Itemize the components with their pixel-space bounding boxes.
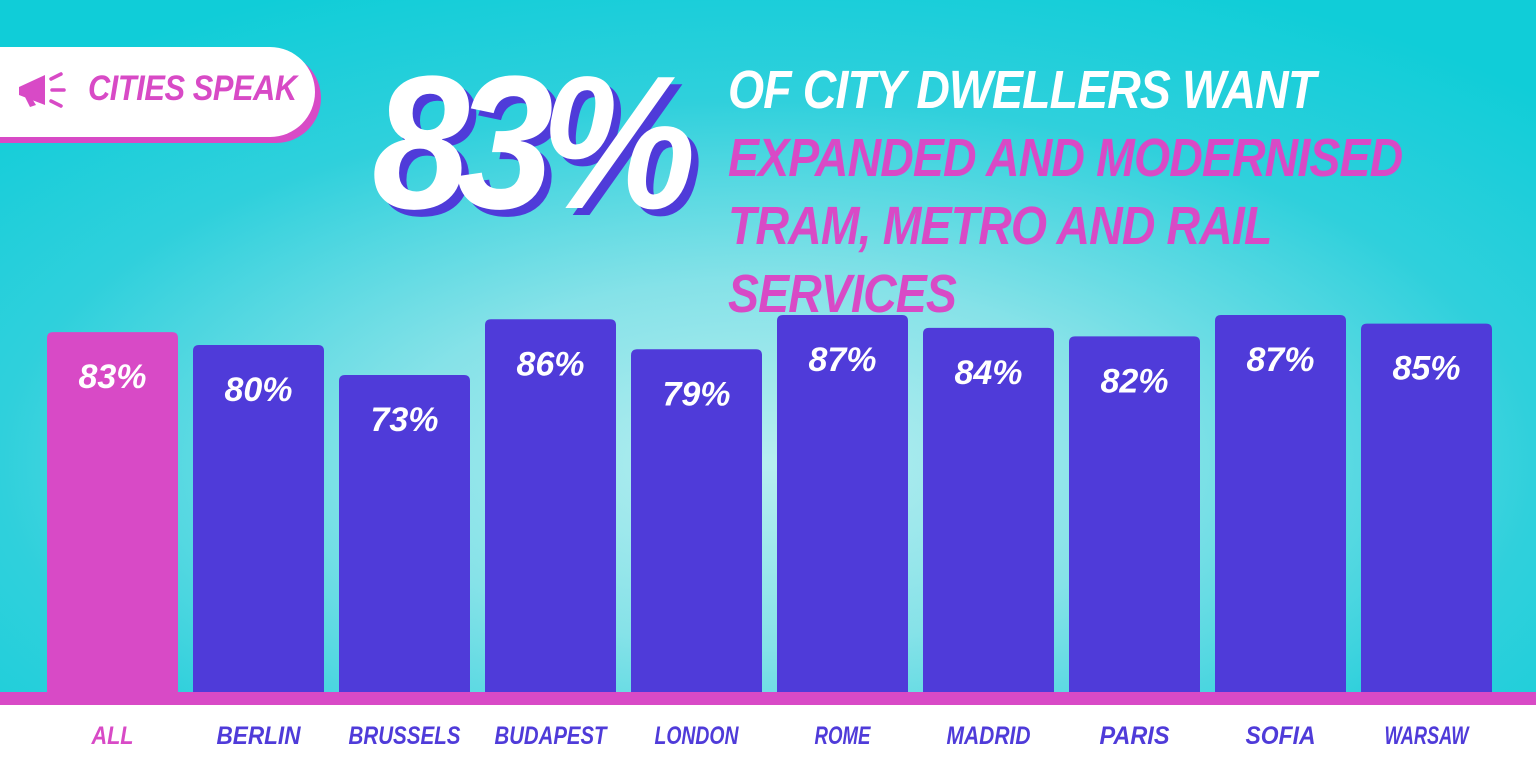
bar-paris [1069, 336, 1200, 692]
bar-warsaw [1361, 323, 1492, 692]
category-label-warsaw: WARSAW [1385, 722, 1471, 750]
category-label-madrid: MADRID [947, 722, 1031, 750]
headline-text: OF CITY DWELLERS WANT EXPANDED AND MODER… [728, 56, 1485, 328]
bar-value-label-paris: 82% [1100, 362, 1168, 400]
bar-value-label-budapest: 86% [516, 345, 584, 383]
bar-value-label-brussels: 73% [370, 401, 438, 439]
megaphone-icon [19, 72, 66, 108]
category-label-budapest: BUDAPEST [495, 722, 609, 750]
bar-budapest [485, 319, 616, 692]
bar-value-label-berlin: 80% [224, 371, 292, 409]
bar-value-label-warsaw: 85% [1392, 350, 1460, 388]
category-labels-group: ALL BERLIN BRUSSELS BUDAPEST LONDON ROME MADRI… [91, 722, 1471, 750]
category-label-london: LONDON [655, 722, 740, 750]
category-label-berlin: BERLIN [217, 722, 302, 750]
bar-value-label-rome: 87% [808, 341, 876, 379]
category-label-rome: ROME [815, 722, 872, 750]
bar-value-label-london: 79% [662, 375, 730, 413]
bar-sofia [1215, 315, 1346, 692]
bar-rome [777, 315, 908, 692]
chart-footer-band [0, 705, 1536, 772]
bar-value-label-sofia: 87% [1246, 341, 1314, 379]
category-label-all: ALL [91, 722, 134, 750]
bar-madrid [923, 327, 1054, 692]
bar-brussels [339, 375, 470, 692]
bar-value-label-all: 83% [78, 358, 146, 396]
bar-all [47, 332, 178, 692]
bar-london [631, 349, 762, 692]
category-label-brussels: BRUSSELS [349, 722, 461, 750]
category-label-sofia: SOFIA [1246, 722, 1316, 750]
bar-berlin [193, 345, 324, 692]
bar-value-label-madrid: 84% [954, 354, 1022, 392]
category-label-paris: PARIS [1100, 722, 1170, 750]
headline-text-white: OF CITY DWELLERS WANT [728, 60, 1316, 120]
badge-label: CITIES SPEAK [88, 69, 297, 108]
headline-text-highlight: EXPANDED AND MODERNISED TRAM, METRO AND … [728, 128, 1403, 324]
chart-baseline [0, 692, 1536, 705]
bars-group: 83% 80% 73% 86% 79% 87% 84% 82% 87% 85% [47, 315, 1492, 692]
headline-stat: 83% [372, 37, 696, 249]
cities-speak-badge: CITIES SPEAK [0, 47, 315, 137]
